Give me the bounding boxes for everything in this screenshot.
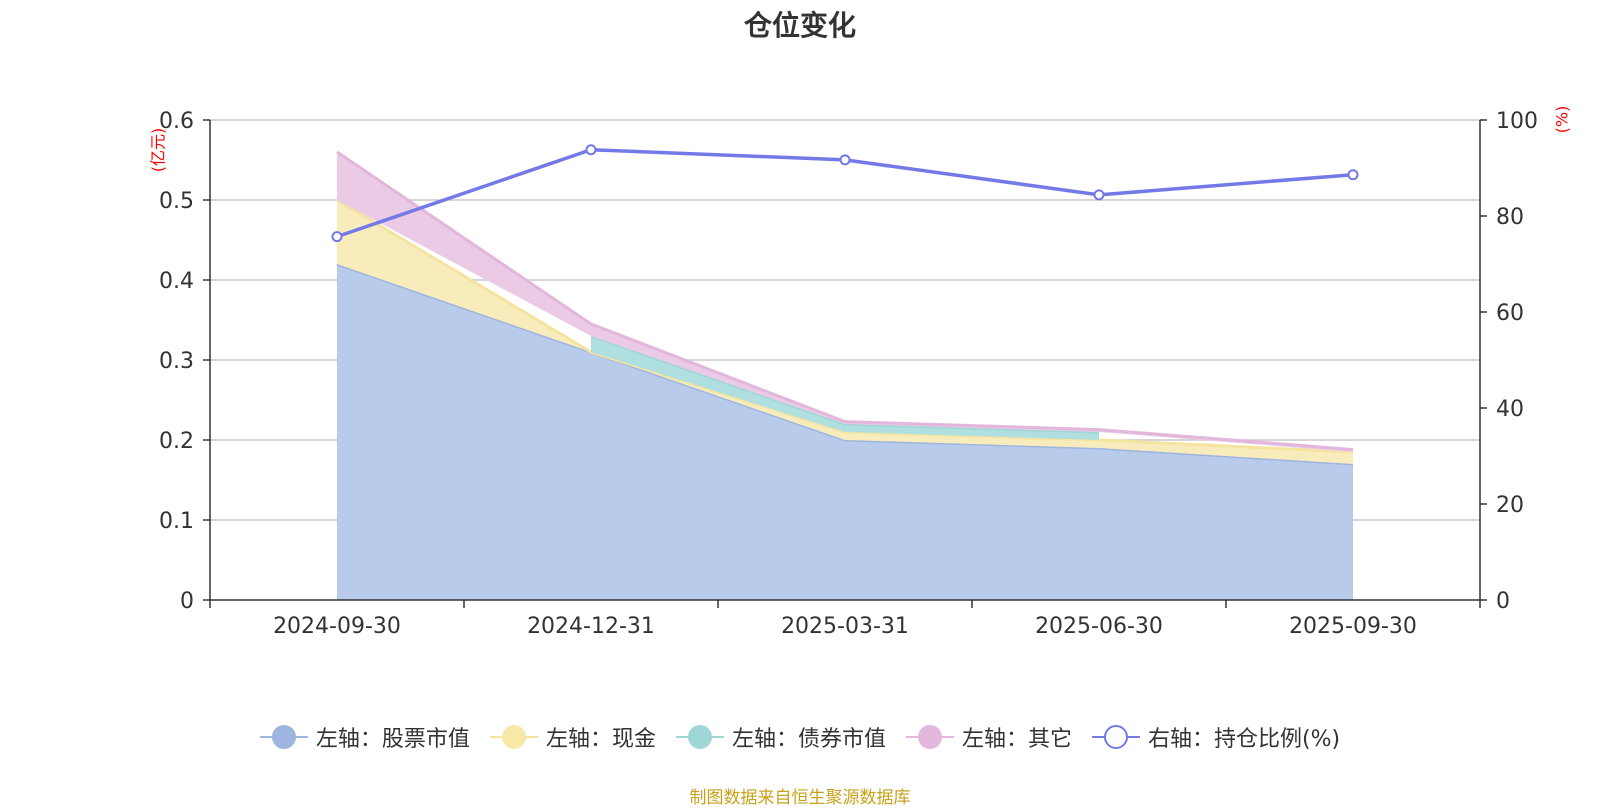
legend-marker-cash [489, 725, 538, 749]
x-tick-label: 2025-06-30 [1035, 614, 1163, 639]
left-tick-label: 0 [180, 589, 194, 614]
legend-label-ratio: 右轴：持仓比例(%) [1147, 727, 1341, 752]
ratio-point [839, 154, 851, 166]
legend-item-other[interactable]: 左轴：其它 [905, 721, 1072, 753]
legend-item-stock[interactable]: 左轴：股票市值 [259, 721, 470, 753]
right-tick-label: 100 [1496, 109, 1538, 134]
legend-item-bond[interactable]: 左轴：债券市值 [675, 721, 886, 753]
left-tick-label: 0.4 [159, 269, 194, 294]
x-tick-label: 2024-09-30 [273, 614, 401, 639]
ratio-point [1093, 189, 1105, 201]
ratio-point [1347, 169, 1359, 181]
legend-label-stock: 左轴：股票市值 [315, 727, 470, 752]
chart-title: 仓位变化 [743, 9, 856, 42]
area-1 [337, 200, 1353, 464]
legend-marker-ratio [1091, 725, 1140, 749]
left-tick-label: 0.6 [159, 109, 194, 134]
right-tick-label: 80 [1496, 205, 1524, 230]
legend-item-cash[interactable]: 左轴：现金 [489, 721, 656, 753]
legend-label-other: 左轴：其它 [961, 727, 1072, 752]
area-3 [337, 152, 1353, 452]
right-tick-label: 20 [1496, 493, 1524, 518]
left-tick-label: 0.3 [159, 349, 194, 374]
legend-marker-other [905, 725, 954, 749]
area-0 [337, 264, 1353, 600]
legend-marker-bond [675, 725, 724, 749]
left-tick-label: 0.5 [159, 189, 194, 214]
legend-label-cash: 左轴：现金 [545, 727, 656, 752]
x-tick-label: 2024-12-31 [527, 614, 655, 639]
legend-label-bond: 左轴：债券市值 [731, 727, 886, 752]
left-tick-label: 0.2 [159, 429, 194, 454]
left-tick-label: 0.1 [159, 509, 194, 534]
right-tick-label: 0 [1496, 589, 1510, 614]
ratio-point [585, 144, 597, 156]
right-tick-label: 60 [1496, 301, 1524, 326]
right-tick-label: 40 [1496, 397, 1524, 422]
data-source-note: 制图数据来自恒生聚源数据库 [689, 788, 911, 808]
area-line-3 [336, 150, 1354, 452]
legend-marker-stock [259, 725, 308, 749]
x-tick-label: 2025-03-31 [781, 614, 909, 639]
ratio-point [331, 231, 343, 243]
legend-item-ratio[interactable]: 右轴：持仓比例(%) [1091, 721, 1341, 753]
chart-legend: 左轴：股票市值 左轴：现金 左轴：债券市值 左轴：其它 右轴：持仓比例(%) [0, 721, 1600, 753]
x-tick-label: 2025-09-30 [1289, 614, 1417, 639]
